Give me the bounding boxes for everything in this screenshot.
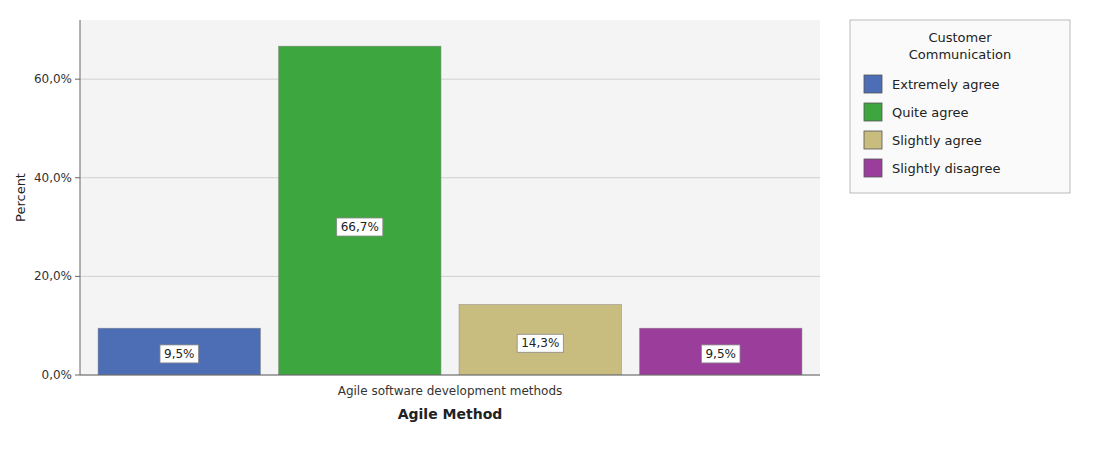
bars [98, 46, 802, 375]
y-tick-label: 40,0% [34, 171, 72, 185]
data-label-box [701, 345, 740, 363]
data-label: 66,7% [337, 218, 383, 236]
legend-swatch [864, 159, 882, 177]
data-label-box [337, 218, 383, 236]
y-tick [75, 375, 80, 376]
legend-entry: Slightly agree [892, 133, 982, 148]
plot-area [80, 20, 820, 375]
legend-entry: Slightly disagree [892, 161, 1000, 176]
chart: 0,0% 20,0% 40,0% 60,0% 9,5% 66,7% 14,3% 9,5% Agi… [0, 0, 1112, 451]
bar [640, 328, 802, 375]
legend-frame [850, 20, 1070, 193]
y-tick [75, 79, 80, 80]
bar [279, 46, 441, 375]
data-label-box [160, 345, 199, 363]
y-tick-label: 20,0% [34, 269, 72, 283]
legend: Customer Communication Extremely agree Quit… [850, 20, 1070, 193]
legend-swatch [864, 75, 882, 93]
data-label: 9,5% [701, 345, 740, 363]
legend-title: Customer Communication [909, 30, 1011, 62]
grid-line [80, 276, 820, 277]
legend-entry: Extremely agree [892, 77, 999, 92]
y-tick [75, 276, 80, 277]
data-label-text: 9,5% [705, 347, 736, 361]
y-tick [75, 177, 80, 178]
bar [459, 304, 621, 375]
data-label-text: 9,5% [164, 347, 195, 361]
x-axis-label: Agile Method [398, 406, 503, 422]
grid-line [80, 375, 820, 376]
legend-swatch [864, 131, 882, 149]
bar [98, 328, 260, 375]
data-label-box [517, 334, 563, 352]
y-axis-label: Percent [13, 173, 28, 222]
data-label: 9,5% [160, 345, 199, 363]
legend-entry: Quite agree [892, 105, 969, 120]
data-label-text: 14,3% [521, 336, 559, 350]
grid-line [80, 79, 820, 80]
legend-title-line: Communication [909, 47, 1011, 62]
y-tick-label: 0,0% [42, 368, 73, 382]
grid-line [80, 177, 820, 178]
x-axis [80, 375, 820, 376]
legend-swatch [864, 103, 882, 121]
y-axis [80, 20, 81, 375]
legend-title-line: Customer [928, 30, 992, 45]
y-tick-label: 60,0% [34, 72, 72, 86]
data-label-text: 66,7% [341, 220, 379, 234]
x-tick-label: Agile software development methods [338, 384, 563, 398]
data-label: 14,3% [517, 334, 563, 352]
